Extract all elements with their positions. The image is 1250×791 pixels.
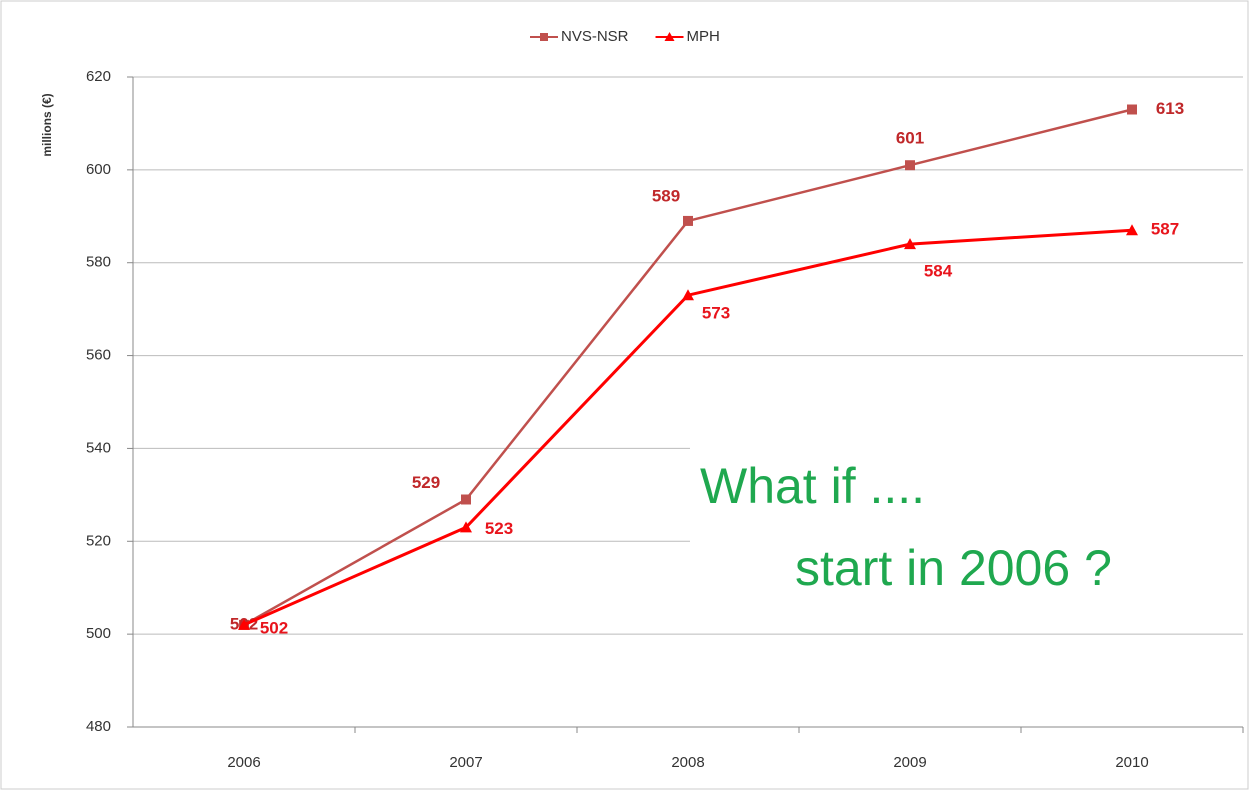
data-label: 584 bbox=[924, 262, 953, 281]
data-label: 523 bbox=[485, 519, 513, 538]
x-tick-label: 2007 bbox=[449, 754, 482, 771]
x-tick-label: 2008 bbox=[671, 754, 704, 771]
x-tick-label: 2010 bbox=[1115, 754, 1148, 771]
y-tick-label: 540 bbox=[86, 439, 111, 456]
annotation: What if .... bbox=[700, 458, 925, 514]
data-label: 589 bbox=[652, 186, 680, 205]
annotation: start in 2006 ? bbox=[795, 540, 1112, 596]
marker bbox=[238, 618, 250, 630]
x-tick-label: 2009 bbox=[893, 754, 926, 771]
y-axis-label: millions (€) bbox=[40, 93, 54, 156]
y-tick-label: 600 bbox=[86, 161, 111, 178]
legend-label: MPH bbox=[687, 28, 720, 45]
marker bbox=[905, 160, 915, 171]
data-label: 587 bbox=[1151, 220, 1179, 239]
y-tick-label: 560 bbox=[86, 347, 111, 364]
marker bbox=[1126, 224, 1138, 236]
marker bbox=[1127, 104, 1137, 115]
data-label: 601 bbox=[896, 129, 924, 148]
marker bbox=[683, 215, 693, 226]
y-tick-label: 500 bbox=[86, 625, 111, 642]
marker bbox=[682, 289, 694, 301]
marker bbox=[461, 494, 471, 505]
legend-label: NVS-NSR bbox=[561, 28, 629, 45]
data-label: 502 bbox=[260, 618, 288, 637]
y-tick-label: 520 bbox=[86, 532, 111, 549]
data-label: 573 bbox=[702, 304, 730, 323]
legend-marker bbox=[540, 33, 548, 41]
y-tick-label: 480 bbox=[86, 718, 111, 735]
marker bbox=[460, 521, 472, 533]
data-label: 613 bbox=[1156, 99, 1184, 118]
y-tick-label: 580 bbox=[86, 254, 111, 271]
legend-marker bbox=[664, 32, 675, 41]
annotation-backdrop bbox=[690, 442, 1245, 592]
y-tick-label: 620 bbox=[86, 68, 111, 85]
x-tick-label: 2006 bbox=[227, 754, 260, 771]
marker bbox=[904, 238, 916, 250]
data-label: 529 bbox=[412, 473, 440, 492]
